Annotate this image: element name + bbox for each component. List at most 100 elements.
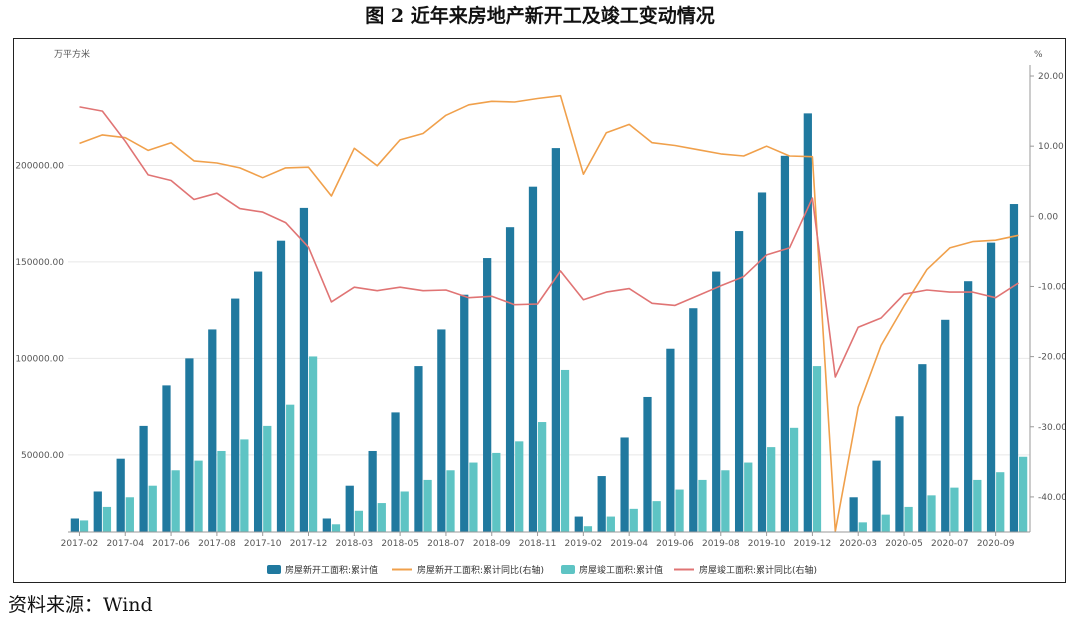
chart-frame: 万平方米 % 50000.00 100000.00 150000.00 200000.… bbox=[13, 38, 1066, 583]
bar-new-start bbox=[620, 437, 629, 532]
x-tick-label: 2018-09 bbox=[473, 539, 511, 549]
bar-completion bbox=[217, 450, 226, 532]
bar-completion bbox=[377, 503, 386, 532]
bar-completion bbox=[492, 452, 501, 532]
x-tick-label: 2019-02 bbox=[565, 539, 603, 549]
bar-completion bbox=[194, 460, 203, 532]
x-tick-label: 2020-05 bbox=[885, 539, 923, 549]
bar-completion bbox=[171, 470, 180, 532]
y-right-tick-label: -30.00 bbox=[1038, 423, 1065, 433]
bar-completion bbox=[102, 506, 112, 532]
legend-label-new-start-bar: 房屋新开工面积:累计值 bbox=[285, 564, 378, 576]
legend: 房屋新开工面积:累计值 房屋新开工面积:累计同比(右轴) 房屋竣工面积:累计值 … bbox=[267, 564, 817, 576]
bar-completion bbox=[331, 524, 341, 532]
bar-new-start bbox=[872, 460, 881, 532]
bar-new-start bbox=[666, 348, 675, 532]
y-right-tick-label: 20.00 bbox=[1038, 72, 1064, 82]
bar-completion bbox=[721, 470, 730, 532]
bar-completion bbox=[308, 356, 318, 532]
x-tick-label: 2019-10 bbox=[748, 539, 786, 549]
figure-title: 图 2 近年来房地产新开工及竣工变动情况 bbox=[365, 5, 715, 27]
bar-completion bbox=[446, 470, 455, 532]
bar-completion bbox=[538, 422, 547, 532]
bar-new-start bbox=[162, 385, 171, 532]
bar-new-start bbox=[780, 155, 790, 532]
y-right-tick-label: -10.00 bbox=[1038, 282, 1065, 292]
bar-new-start bbox=[986, 242, 996, 532]
bar-completion bbox=[675, 489, 684, 532]
bar-completion bbox=[400, 491, 409, 532]
x-tick-label: 2017-08 bbox=[198, 539, 236, 549]
bar-new-start bbox=[505, 227, 515, 533]
bar-new-start bbox=[734, 231, 744, 533]
bar-completion bbox=[354, 510, 364, 532]
bar-new-start bbox=[116, 458, 125, 532]
y-left-tick-label: 100000.00 bbox=[15, 354, 64, 364]
x-tick-label: 2019-04 bbox=[610, 539, 648, 549]
bar-completion bbox=[515, 441, 524, 532]
bar-new-start bbox=[918, 364, 927, 532]
y-right-tick-label: 0.00 bbox=[1038, 212, 1058, 222]
y-left-tick-label: 200000.00 bbox=[15, 161, 64, 171]
bar-completion bbox=[79, 520, 89, 532]
bar-new-start bbox=[231, 298, 240, 532]
bar-completion bbox=[858, 522, 867, 532]
bar-completion bbox=[744, 462, 753, 532]
bar-completion bbox=[583, 526, 593, 532]
y-left-axis-label: 万平方米 bbox=[54, 48, 90, 60]
chart-svg: 万平方米 % 50000.00 100000.00 150000.00 200000.… bbox=[15, 48, 1065, 576]
bar-new-start bbox=[597, 476, 606, 532]
bar-new-start bbox=[551, 148, 560, 532]
x-tick-label: 2019-06 bbox=[656, 539, 694, 549]
x-tick-label: 2020-09 bbox=[977, 539, 1015, 549]
x-tick-label: 2017-06 bbox=[152, 539, 190, 549]
bar-new-start bbox=[93, 491, 102, 532]
x-tick-label: 2018-05 bbox=[381, 539, 419, 549]
bar-new-start bbox=[712, 271, 721, 532]
y-right-tick-label: -40.00 bbox=[1038, 493, 1065, 503]
bar-new-start bbox=[437, 329, 446, 532]
bar-new-start bbox=[803, 113, 812, 532]
bar-new-start bbox=[528, 186, 538, 532]
lines-layer bbox=[79, 94, 1019, 533]
bar-completion bbox=[629, 508, 638, 532]
x-tick-label: 2019-08 bbox=[702, 539, 740, 549]
x-tick-label: 2017-02 bbox=[61, 539, 99, 549]
bar-new-start bbox=[574, 516, 583, 532]
bar-completion bbox=[606, 516, 615, 532]
bar-new-start bbox=[483, 258, 492, 532]
bar-new-start bbox=[941, 319, 950, 532]
bar-completion bbox=[560, 369, 570, 532]
source-note: 资料来源：Wind bbox=[8, 594, 153, 616]
bar-completion bbox=[652, 501, 661, 532]
bar-new-start bbox=[368, 450, 377, 532]
line-new-start-yoy bbox=[79, 94, 1019, 533]
x-tick-label: 2018-11 bbox=[519, 539, 557, 549]
x-tick-label: 2017-10 bbox=[244, 539, 282, 549]
bar-completion bbox=[881, 514, 890, 532]
bar-completion bbox=[973, 479, 982, 532]
bar-completion bbox=[789, 427, 799, 532]
bar-completion bbox=[125, 497, 134, 532]
y-left-tick-label: 150000.00 bbox=[15, 258, 64, 268]
bar-completion bbox=[904, 506, 913, 532]
bar-new-start bbox=[849, 497, 858, 532]
bar-completion bbox=[996, 472, 1005, 532]
legend-swatch-new-start-bar bbox=[267, 565, 281, 574]
y-right-axis-label: % bbox=[1034, 50, 1043, 60]
y-right-tick-label: -20.00 bbox=[1038, 353, 1065, 363]
x-tick-label: 2018-07 bbox=[427, 539, 465, 549]
bar-new-start bbox=[276, 240, 286, 532]
axes-layer: 万平方米 % 50000.00 100000.00 150000.00 200000.… bbox=[15, 48, 1065, 549]
bar-completion bbox=[148, 485, 157, 532]
bar-new-start bbox=[689, 308, 698, 532]
legend-label-completion-bar: 房屋竣工面积:累计值 bbox=[579, 564, 663, 576]
bar-completion bbox=[767, 447, 776, 532]
x-tick-label: 2017-04 bbox=[106, 539, 144, 549]
bar-new-start bbox=[460, 294, 469, 532]
legend-swatch-completion-bar bbox=[561, 565, 575, 574]
bar-completion bbox=[263, 425, 272, 532]
legend-label-completion-line: 房屋竣工面积:累计同比(右轴) bbox=[699, 564, 817, 576]
bar-new-start bbox=[964, 281, 973, 532]
bar-new-start bbox=[70, 518, 79, 532]
